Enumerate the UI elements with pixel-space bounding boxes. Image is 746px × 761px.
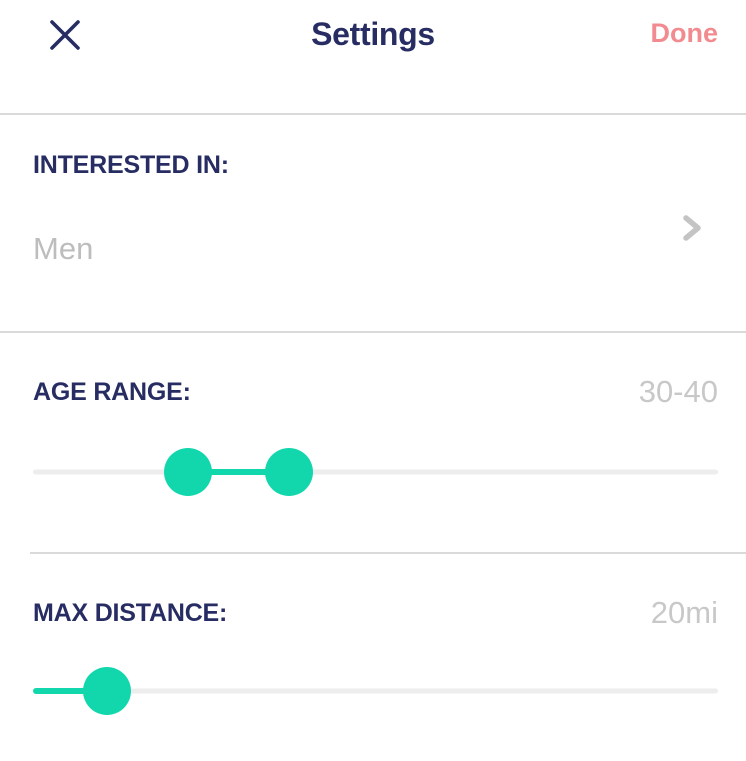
max-distance-value: 20mi xyxy=(650,595,718,630)
distance-handle[interactable] xyxy=(82,667,131,715)
close-icon xyxy=(48,20,82,55)
close-button[interactable] xyxy=(42,12,88,58)
slider-track[interactable] xyxy=(33,688,718,694)
age-range-label: AGE RANGE: xyxy=(33,378,191,406)
age-max-handle[interactable] xyxy=(265,448,314,496)
max-distance-slider[interactable] xyxy=(33,666,718,716)
slider-track[interactable] xyxy=(33,469,718,475)
interested-in-value: Men xyxy=(33,231,94,266)
page-title: Settings xyxy=(311,16,435,52)
interested-in-row[interactable]: Men xyxy=(0,205,746,275)
slider-fill xyxy=(187,469,290,475)
age-min-handle[interactable] xyxy=(163,448,212,496)
age-range-slider[interactable] xyxy=(33,447,718,497)
divider xyxy=(0,331,746,333)
divider xyxy=(0,113,746,115)
slider-fill xyxy=(33,688,107,694)
age-range-value: 30-40 xyxy=(638,374,718,409)
interested-in-label: INTERESTED IN: xyxy=(33,151,229,179)
done-button[interactable]: Done xyxy=(650,18,719,48)
chevron-right-icon xyxy=(680,211,704,250)
divider xyxy=(30,552,746,554)
max-distance-label: MAX DISTANCE: xyxy=(33,599,228,627)
